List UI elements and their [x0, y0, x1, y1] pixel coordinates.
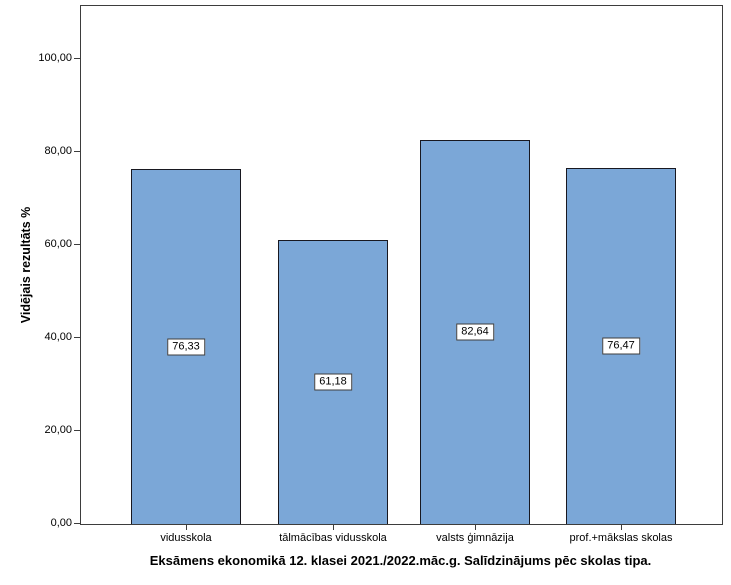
bar-value-label: 82,64 [456, 323, 494, 341]
y-tick-mark [74, 430, 80, 431]
x-category-label: prof.+mākslas skolas [569, 532, 673, 544]
y-tick-mark [74, 244, 80, 245]
x-category-label: tālmācības vidusskola [279, 532, 387, 544]
y-tick-label: 40,00 [44, 331, 72, 343]
x-tick-mark [186, 525, 187, 530]
y-tick-label: 100,00 [38, 52, 72, 64]
x-tick-mark [333, 525, 334, 530]
x-category-label: vidusskola [160, 532, 212, 544]
y-tick-label: 0,00 [50, 517, 72, 529]
y-tick-label: 20,00 [44, 424, 72, 436]
y-tick-mark [74, 523, 80, 524]
y-tick-mark [74, 337, 80, 338]
y-tick-label: 60,00 [44, 238, 72, 250]
y-axis-title: Vidējais rezultāts % [19, 206, 33, 324]
y-tick-mark [74, 58, 80, 59]
x-tick-mark [621, 525, 622, 530]
bar-value-label: 76,47 [602, 337, 640, 355]
y-tick-label: 80,00 [44, 145, 72, 157]
plot-area: 76,33 61,18 82,64 76,47 [80, 5, 723, 525]
y-tick-mark [74, 151, 80, 152]
x-tick-mark [475, 525, 476, 530]
bar-value-label: 61,18 [314, 373, 352, 391]
x-category-label: valsts ģimnāzija [436, 532, 514, 544]
chart-title: Eksāmens ekonomikā 12. klasei 2021./2022… [149, 553, 652, 568]
bar-value-label: 76,33 [167, 338, 205, 356]
